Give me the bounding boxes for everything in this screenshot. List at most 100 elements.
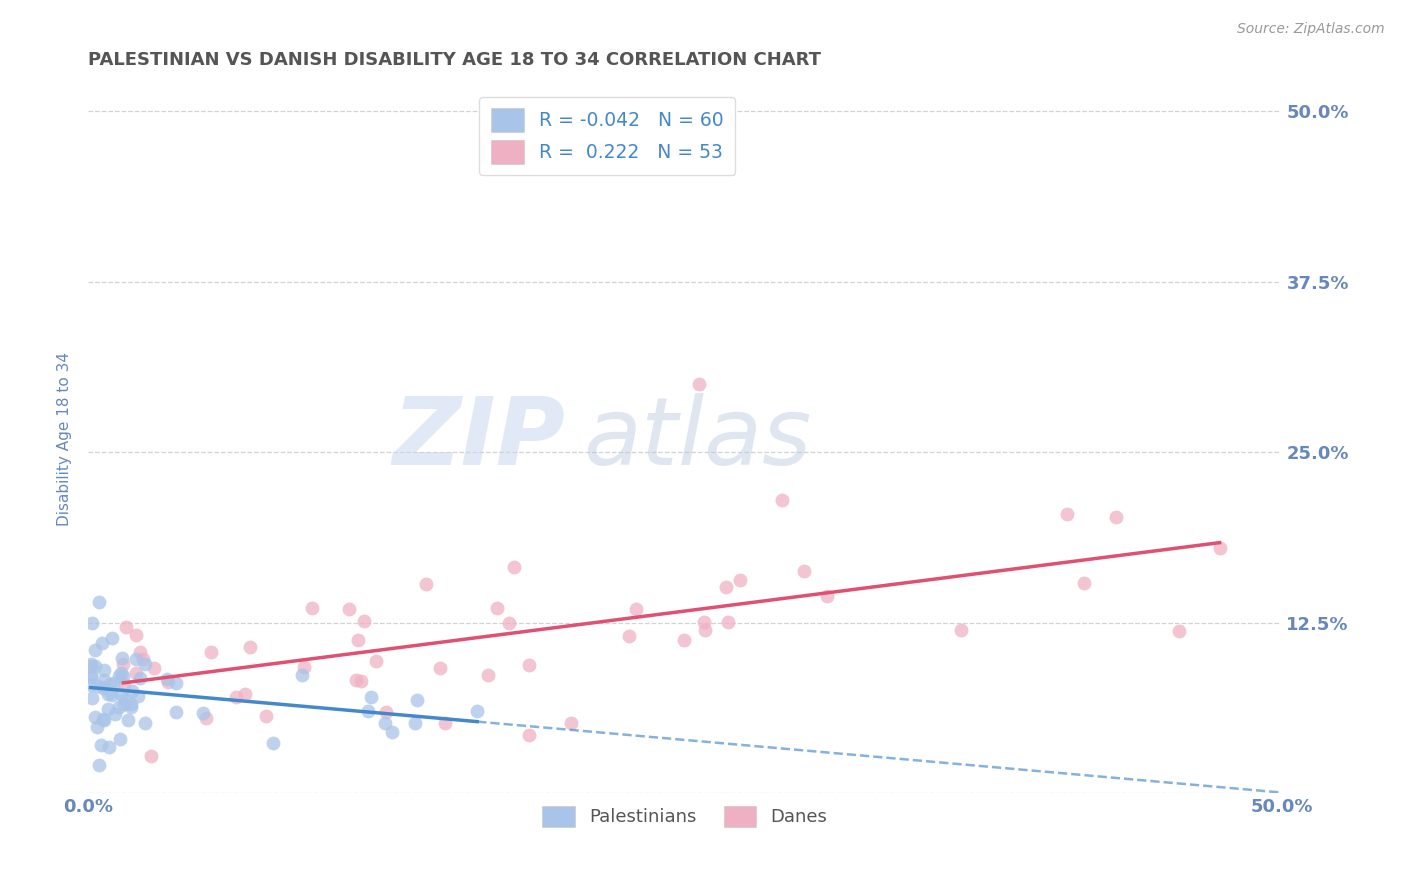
Point [84, 710, 107, 724]
Point [128, 645, 150, 659]
Point [79, 678, 101, 692]
Point [143, 661, 166, 675]
Point [353, 615, 375, 629]
Point [110, 665, 132, 680]
Point [165, 676, 187, 690]
Point [93, 663, 115, 677]
Point [374, 715, 396, 730]
Point [195, 711, 218, 725]
Point [127, 689, 149, 703]
Point [97, 739, 120, 754]
Point [415, 576, 437, 591]
Point [107, 669, 129, 683]
Y-axis label: Disability Age 18 to 34: Disability Age 18 to 34 [58, 351, 72, 525]
Point [165, 705, 187, 719]
Point [87, 595, 110, 609]
Point [617, 629, 640, 643]
Point [465, 704, 488, 718]
Point [477, 668, 499, 682]
Point [90, 636, 112, 650]
Point [80, 615, 103, 630]
Point [120, 697, 142, 711]
Point [793, 564, 815, 578]
Point [502, 560, 524, 574]
Point [108, 731, 131, 746]
Text: atlas: atlas [583, 393, 811, 484]
Point [404, 715, 426, 730]
Point [91, 712, 114, 726]
Point [141, 749, 163, 764]
Point [125, 665, 148, 680]
Point [291, 668, 314, 682]
Point [125, 627, 148, 641]
Point [134, 716, 156, 731]
Point [381, 725, 404, 739]
Point [673, 633, 696, 648]
Point [695, 623, 717, 637]
Point [90, 738, 112, 752]
Point [344, 673, 367, 687]
Point [100, 631, 122, 645]
Point [120, 699, 142, 714]
Point [728, 573, 751, 587]
Point [374, 705, 396, 719]
Point [301, 601, 323, 615]
Point [434, 715, 457, 730]
Point [560, 715, 582, 730]
Point [110, 687, 132, 701]
Point [717, 615, 740, 629]
Point [429, 661, 451, 675]
Point [357, 704, 380, 718]
Point [693, 615, 716, 629]
Point [815, 589, 838, 603]
Point [498, 615, 520, 630]
Point [112, 657, 135, 672]
Point [366, 654, 388, 668]
Point [103, 676, 125, 690]
Point [115, 620, 138, 634]
Point [79, 657, 101, 671]
Point [238, 640, 260, 654]
Point [112, 698, 135, 712]
Point [83, 658, 105, 673]
Point [1168, 624, 1191, 639]
Point [80, 691, 103, 706]
Point [93, 681, 115, 696]
Point [1056, 507, 1078, 521]
Point [97, 687, 120, 701]
Point [79, 658, 101, 673]
Point [225, 690, 247, 705]
Point [191, 706, 214, 720]
Point [93, 673, 115, 688]
Point [292, 660, 315, 674]
Point [98, 677, 121, 691]
Point [235, 687, 257, 701]
Point [337, 601, 360, 615]
Point [714, 580, 737, 594]
Point [101, 688, 124, 702]
Point [132, 651, 155, 665]
Point [114, 692, 136, 706]
Text: PALESTINIAN VS DANISH DISABILITY AGE 18 TO 34 CORRELATION CHART: PALESTINIAN VS DANISH DISABILITY AGE 18 … [89, 51, 821, 69]
Point [517, 728, 540, 742]
Point [86, 720, 108, 734]
Point [688, 377, 710, 392]
Text: Source: ZipAtlas.com: Source: ZipAtlas.com [1237, 22, 1385, 37]
Point [517, 658, 540, 673]
Point [121, 684, 143, 698]
Point [360, 690, 382, 705]
Point [950, 623, 973, 637]
Point [1073, 576, 1095, 591]
Point [1208, 541, 1230, 556]
Point [129, 671, 152, 685]
Point [486, 601, 509, 615]
Point [112, 668, 135, 682]
Point [254, 708, 277, 723]
Point [624, 602, 647, 616]
Point [1105, 509, 1128, 524]
Point [125, 652, 148, 666]
Point [87, 679, 110, 693]
Point [350, 673, 373, 688]
Point [97, 702, 120, 716]
Point [117, 713, 139, 727]
